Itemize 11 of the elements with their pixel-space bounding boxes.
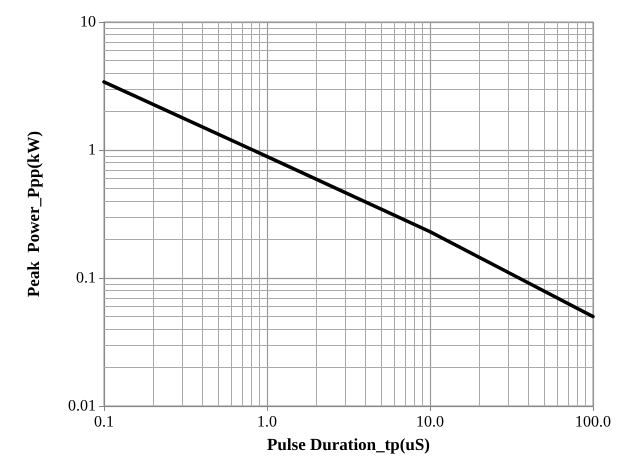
- x-axis-title: Pulse Duration_tp(uS): [267, 435, 430, 454]
- y-tick-label: 10: [80, 14, 96, 30]
- x-tick-label: 100.0: [575, 414, 611, 430]
- x-tick-label: 10.0: [416, 414, 444, 430]
- y-tick-label: 1: [88, 142, 96, 158]
- y-axis-title: Peak Power_Ppp(kW): [24, 130, 43, 298]
- y-tick-label: 0.1: [76, 270, 96, 286]
- x-tick-label: 1.0: [257, 414, 277, 430]
- x-tick-label: 0.1: [94, 414, 114, 430]
- line-series: [102, 80, 595, 318]
- y-tick-label: 0.01: [68, 398, 96, 414]
